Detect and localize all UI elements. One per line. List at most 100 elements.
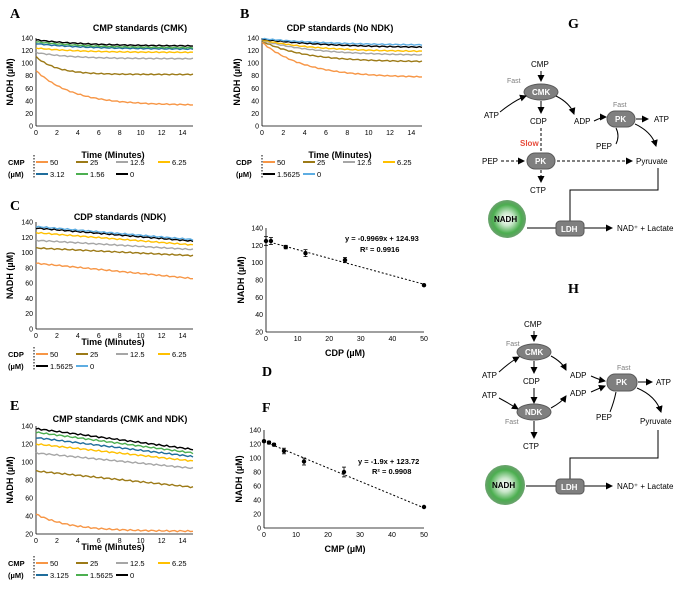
series-line-6.25: [35, 231, 194, 246]
legend-entry-25: 25: [90, 559, 98, 568]
x-tick-label: 6: [97, 333, 101, 340]
x-tick-label: 20: [325, 336, 333, 343]
x-tick-label: 12: [158, 333, 166, 340]
series-line-3.125: [35, 437, 194, 458]
x-tick-label: 14: [179, 538, 187, 545]
series-line-12.5: [261, 39, 423, 56]
panel-label-g: G: [568, 17, 579, 32]
y-tick-label: 80: [253, 470, 261, 477]
product-label: NAD⁺ + Lactate: [617, 224, 674, 233]
fast-label-pk: Fast: [613, 102, 627, 109]
x-tick-label: 10: [365, 130, 373, 137]
x-tick-label: 0: [34, 333, 38, 340]
y-tick-label: 80: [25, 478, 33, 485]
panel-label-c: C: [10, 199, 20, 214]
y-tick-label: 60: [251, 86, 259, 93]
x-axis-title: Time (Minutes): [308, 150, 371, 160]
legend-entry-0: 0: [317, 170, 321, 179]
series-line-50: [35, 513, 194, 533]
ctp-label: CTP: [530, 186, 546, 195]
x-tick-label: 0: [34, 538, 38, 545]
x-tick-label: 6: [97, 538, 101, 545]
legend-entry-6.25: 6.25: [172, 158, 187, 167]
y-tick-label: 120: [21, 442, 33, 449]
chart-title: CDP standards (No NDK): [287, 23, 394, 33]
y-tick-label: 20: [25, 111, 33, 118]
r-squared: R² = 0.9916: [360, 245, 399, 254]
r-squared: R² = 0.9908: [372, 467, 411, 476]
series-line-0: [35, 225, 194, 241]
y-axis-title: NADH (µM): [234, 455, 244, 502]
data-point: [263, 238, 269, 244]
x-tick-label: 4: [303, 130, 307, 137]
fast-label-ndk: Fast: [505, 419, 519, 426]
y-tick-label: 120: [21, 48, 33, 55]
legend-title: CDP: [8, 350, 24, 359]
x-tick-label: 14: [179, 333, 187, 340]
series-line-50: [261, 41, 423, 78]
y-tick-label: 140: [21, 36, 33, 43]
pk-enzyme-node-mid: [526, 152, 556, 170]
x-tick-label: 6: [97, 130, 101, 137]
x-tick-label: 10: [137, 333, 145, 340]
y-tick-label: 120: [249, 442, 261, 449]
series-line-1.5625: [35, 431, 194, 455]
legend-entry-0: 0: [130, 571, 134, 580]
x-tick-label: 14: [407, 130, 415, 137]
ndk-enzyme-node: [516, 403, 552, 421]
chart-title: CDP standards (NDK): [74, 212, 166, 222]
series-line-0: [35, 427, 194, 451]
y-tick-label: 0: [29, 327, 33, 334]
legend-entry-0: 0: [90, 362, 94, 371]
trendline: [263, 440, 425, 509]
y-axis-title: NADH (µM): [5, 252, 15, 299]
x-axis-title: Time (Minutes): [81, 150, 144, 160]
series-line-6.25: [35, 443, 194, 462]
series-line-12.5: [35, 51, 194, 60]
y-tick-label: 120: [247, 48, 259, 55]
x-tick-label: 0: [260, 130, 264, 137]
legend-entry-3.125: 3.125: [50, 571, 69, 580]
legend-entry-1.56: 1.56: [90, 170, 105, 179]
y-tick-label: 60: [253, 484, 261, 491]
x-tick-label: 12: [158, 538, 166, 545]
pk-enzyme-node-top: [606, 110, 636, 128]
pep-label-left: PEP: [482, 157, 498, 166]
legend-entry-6.25: 6.25: [172, 559, 187, 568]
series-line-25: [35, 55, 194, 76]
fast-label-pk-h: Fast: [617, 365, 631, 372]
adp-label-2: ADP: [570, 389, 586, 398]
y-tick-label: 40: [25, 98, 33, 105]
y-tick-label: 40: [251, 98, 259, 105]
y-tick-label: 120: [21, 235, 33, 242]
y-axis-title: NADH (µM): [236, 256, 246, 303]
y-tick-label: 40: [25, 514, 33, 521]
data-point: [266, 440, 272, 445]
x-tick-label: 4: [76, 538, 80, 545]
x-tick-label: 12: [386, 130, 394, 137]
adp-label: ADP: [574, 117, 590, 126]
legend-entry-25: 25: [317, 158, 325, 167]
x-tick-label: 10: [137, 130, 145, 137]
y-tick-label: 0: [29, 124, 33, 131]
regression-equation: y = -0.9969x + 124.93: [345, 234, 419, 243]
y-tick-label: 60: [255, 295, 263, 302]
pep-label-right: PEP: [596, 142, 612, 151]
legend-entry-6.25: 6.25: [397, 158, 412, 167]
legend-title: CMP: [8, 158, 25, 167]
y-tick-label: 20: [25, 532, 33, 539]
series-line-25: [261, 40, 423, 63]
y-tick-label: 20: [251, 111, 259, 118]
nadh-label: NADH: [494, 215, 517, 224]
data-point: [271, 442, 277, 447]
x-tick-label: 14: [179, 130, 187, 137]
pk-enzyme-node-h: [606, 373, 638, 392]
x-tick-label: 2: [55, 130, 59, 137]
data-point: [281, 448, 287, 454]
y-tick-label: 40: [255, 312, 263, 319]
pk-label-h: PK: [616, 378, 627, 387]
atp-output-label: ATP: [654, 115, 669, 124]
slow-label: Slow: [520, 139, 539, 148]
x-tick-label: 0: [264, 336, 268, 343]
x-tick-label: 50: [420, 532, 428, 539]
